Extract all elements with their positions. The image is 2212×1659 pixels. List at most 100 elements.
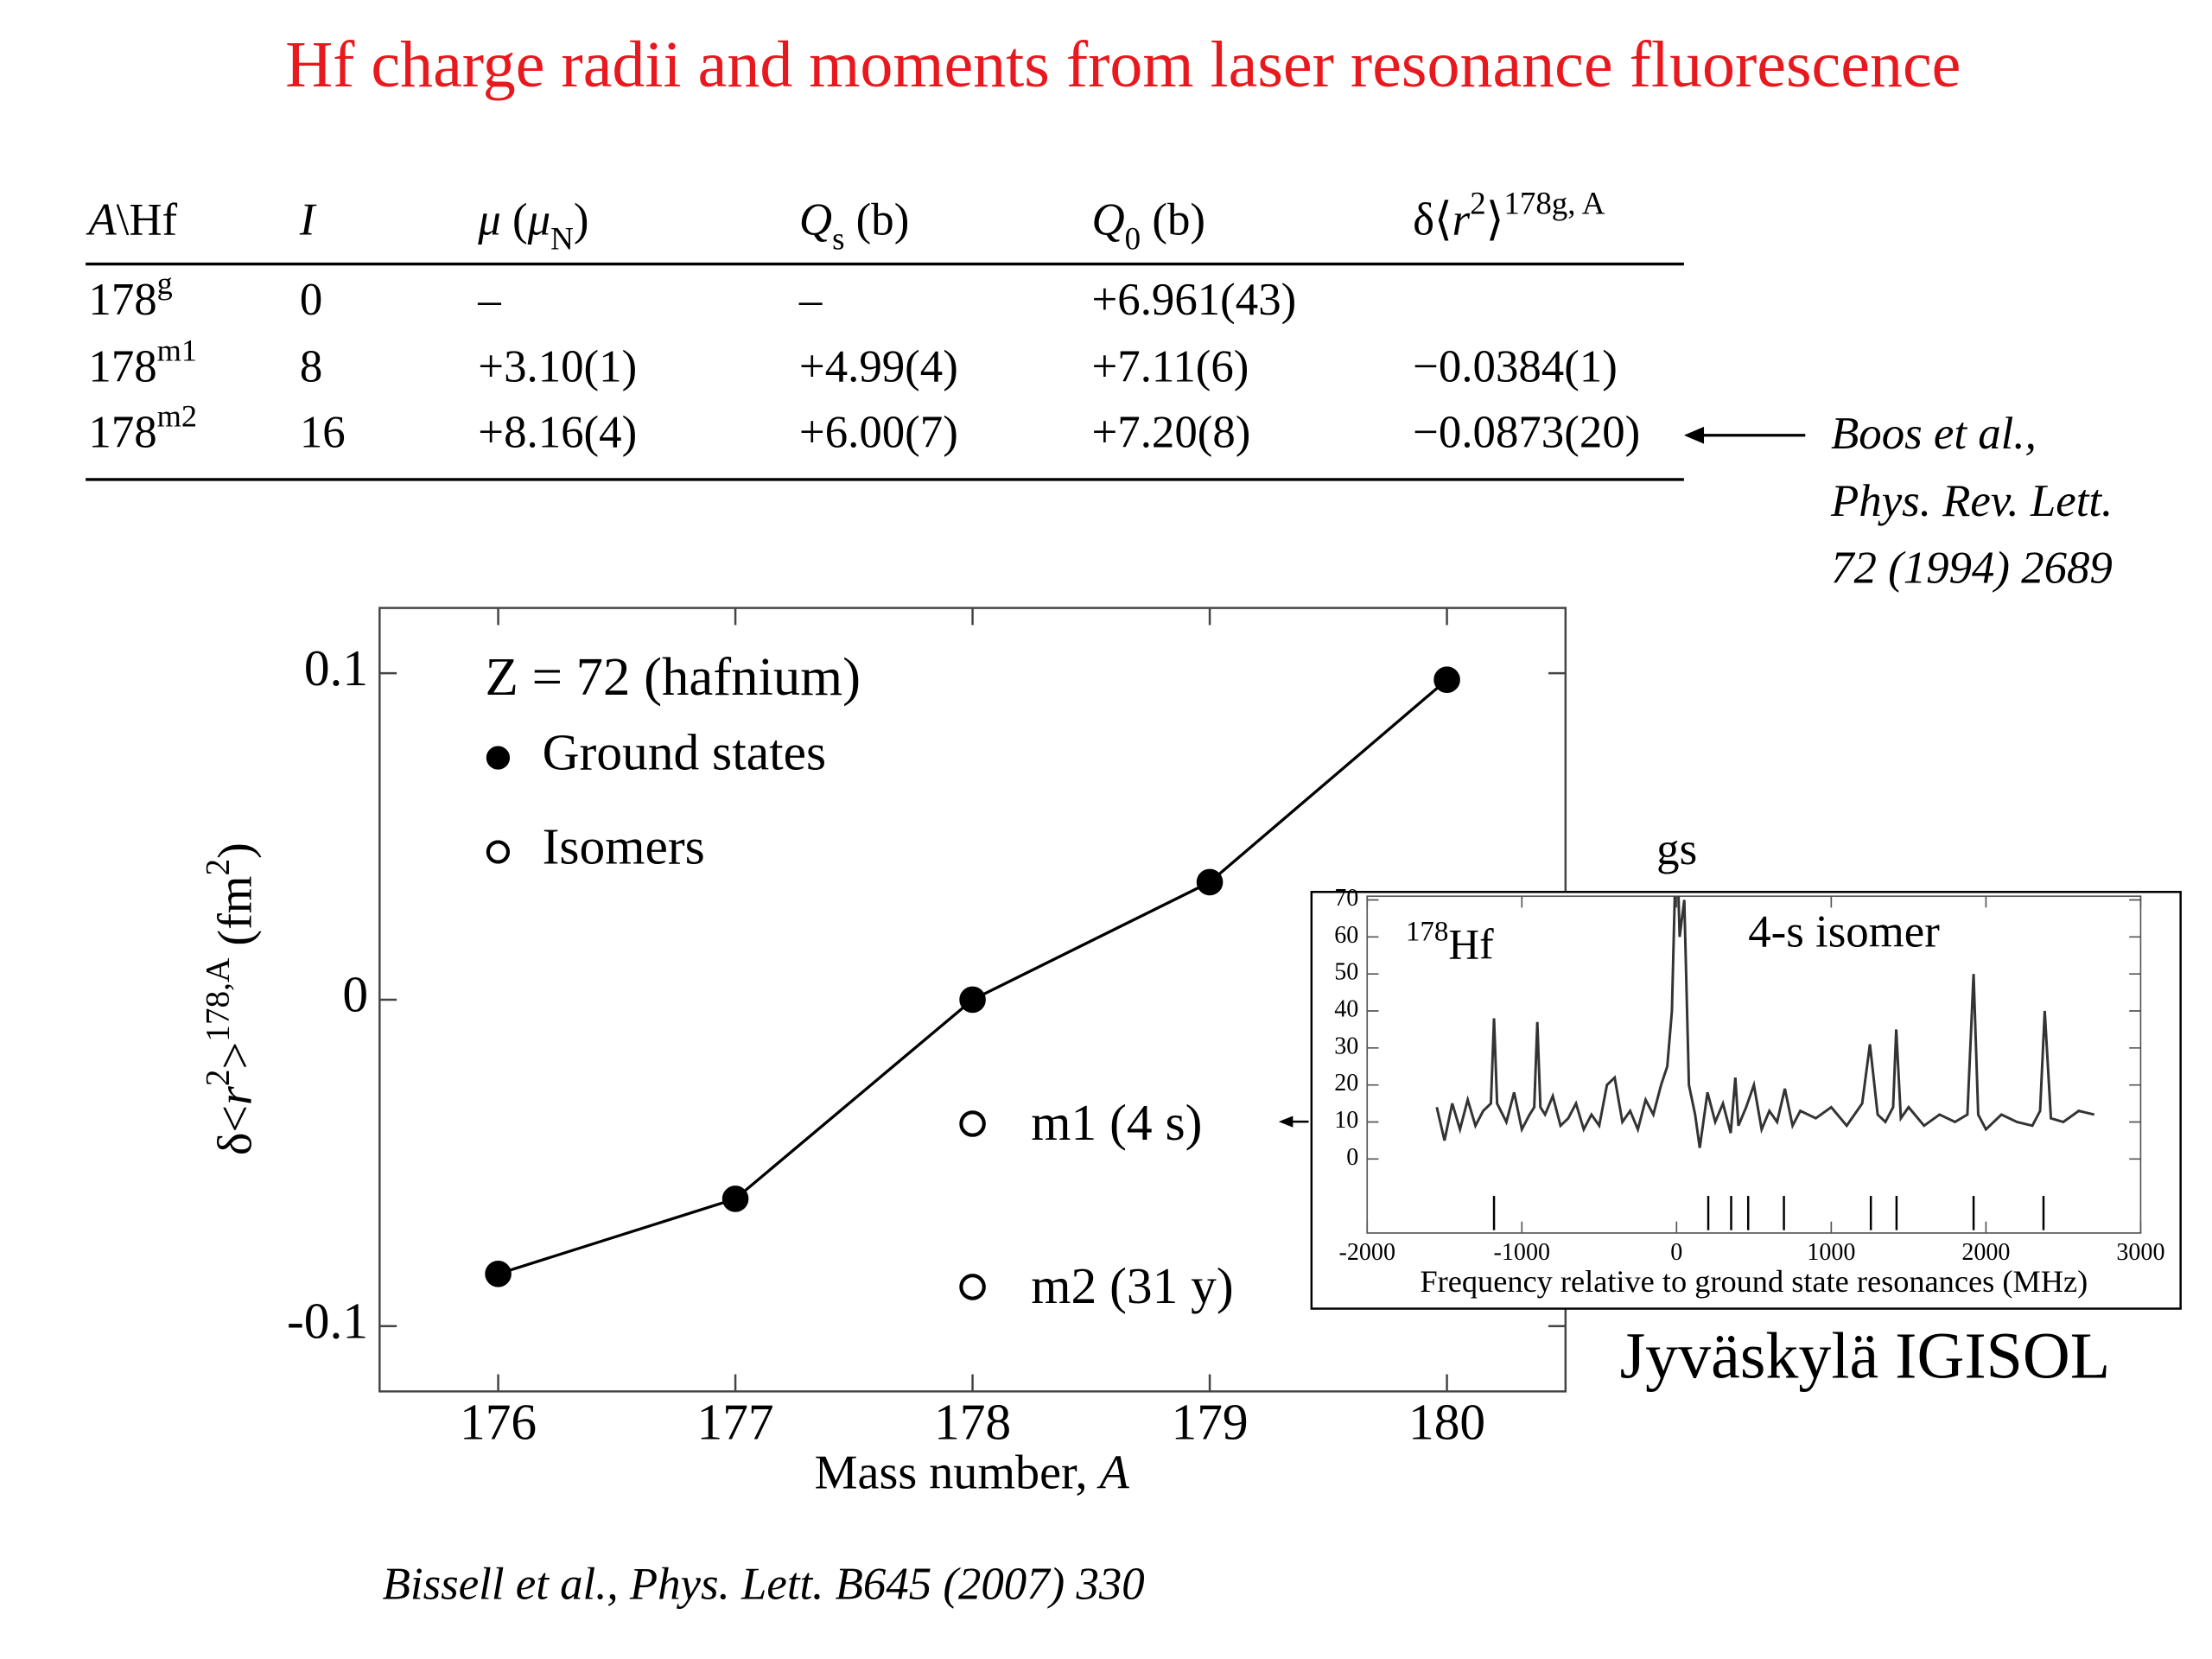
y-tick-label: 20 xyxy=(1334,1070,1358,1096)
x-tick-label: 178 xyxy=(934,1393,1011,1450)
table-cell: 16 xyxy=(300,408,346,458)
data-point xyxy=(486,746,511,770)
x-tick-label: 177 xyxy=(696,1393,773,1450)
y-tick-label: 0.1 xyxy=(304,639,368,696)
state: g xyxy=(157,266,173,301)
table-header-part: 178g, A xyxy=(1503,186,1605,221)
x-tick-label: 179 xyxy=(1171,1393,1248,1450)
data-point xyxy=(486,840,511,864)
table-header-part: A xyxy=(86,194,117,245)
data-point xyxy=(959,1274,986,1300)
table-header-part: (b) xyxy=(1141,194,1205,245)
table-header-part: Q xyxy=(1091,194,1124,245)
table-cell: −0.0384(1) xyxy=(1413,342,1618,392)
table-cell: 178m1 xyxy=(88,334,197,392)
arrow-head xyxy=(1683,426,1705,444)
x-tick-label: 180 xyxy=(1408,1393,1485,1450)
table-header-part: s xyxy=(832,221,844,257)
y-tick-label: 40 xyxy=(1334,995,1358,1022)
table-cell: −0.0873(20) xyxy=(1413,408,1640,458)
y-tick-label: 0 xyxy=(1346,1144,1358,1171)
annotation: m1 (4 s) xyxy=(1031,1094,1202,1151)
table-header: I xyxy=(299,194,317,245)
table-cell: +7.11(6) xyxy=(1091,342,1249,392)
table-header: A\Hf xyxy=(86,194,177,245)
data-point xyxy=(959,986,986,1014)
annotation: m2 (31 y) xyxy=(1031,1257,1233,1314)
arrow-head xyxy=(1278,1116,1294,1128)
table-cell: 178m2 xyxy=(88,399,197,458)
x-axis-label-part: Mass number, xyxy=(815,1446,1100,1499)
y-tick-label: 50 xyxy=(1334,959,1358,986)
data-point xyxy=(721,1185,749,1212)
x-axis-label: Mass number, A xyxy=(815,1446,1130,1499)
table-cell: +3.10(1) xyxy=(478,342,637,392)
table-header-part: ) xyxy=(574,194,589,245)
reference: Bissell et al., Phys. Lett. B645 (2007) … xyxy=(383,1559,1145,1609)
data-point xyxy=(959,1110,986,1137)
legend-label: Ground states xyxy=(543,724,827,781)
table-header-part: r xyxy=(1452,194,1471,245)
state: m2 xyxy=(157,399,197,434)
table-header-part: ⟩ xyxy=(1486,194,1504,245)
facility: Jyväskylä IGISOL xyxy=(1620,1320,2111,1393)
table-cell: – xyxy=(477,275,501,325)
table-header-part: I xyxy=(299,194,317,245)
data-point xyxy=(1196,868,1224,896)
peak-label: gs xyxy=(1656,824,1697,874)
legend-title: Z = 72 (hafnium) xyxy=(486,646,861,707)
legend-label: Isomers xyxy=(543,818,705,875)
table-header-part: μ xyxy=(527,194,551,245)
state: m1 xyxy=(157,334,197,368)
table-cell: +6.961(43) xyxy=(1091,275,1296,325)
x-axis-label: Frequency relative to ground state reson… xyxy=(1420,1264,2088,1299)
y-tick-label: 60 xyxy=(1334,922,1358,949)
y-axis-label-part: 2 xyxy=(198,859,236,876)
y-tick-label: 0 xyxy=(342,966,368,1023)
table-header: Q0 (b) xyxy=(1091,194,1205,257)
y-axis-label-part: r xyxy=(208,1085,262,1105)
x-tick-label: 3000 xyxy=(2116,1239,2164,1266)
y-axis-label-part: ) xyxy=(208,842,262,859)
table-header-part: μ xyxy=(477,194,501,245)
table-header-part: \Hf xyxy=(117,194,178,245)
mass-number: 178 xyxy=(88,342,156,392)
x-tick-label: 1000 xyxy=(1807,1239,1855,1266)
x-axis-label-part: A xyxy=(1096,1446,1130,1499)
table-cell: +6.00(7) xyxy=(799,408,958,458)
x-tick-label: -1000 xyxy=(1494,1239,1550,1266)
reference: Phys. Rev. Lett. xyxy=(1830,476,2113,526)
spectrum-line xyxy=(1435,896,2095,1148)
y-tick-label: -0.1 xyxy=(287,1292,368,1349)
reference: Boos et al., xyxy=(1831,409,2037,459)
table-header: Qs (b) xyxy=(799,194,909,257)
y-tick-label: 70 xyxy=(1334,885,1358,912)
table-header-part: δ⟨ xyxy=(1413,194,1452,245)
table-header-part: 0 xyxy=(1125,221,1141,257)
isotope-symbol: Hf xyxy=(1448,921,1494,969)
x-tick-label: 176 xyxy=(460,1393,537,1450)
isotope-mass: 178 xyxy=(1406,916,1449,947)
table-cell: 0 xyxy=(300,275,322,325)
inset-frame xyxy=(1366,895,2142,1234)
data-point xyxy=(1433,666,1460,693)
y-axis-label-part: δ< xyxy=(208,1105,262,1155)
slide-title: Hf charge radii and moments from laser r… xyxy=(285,29,1961,101)
y-axis-label-part: > xyxy=(208,1042,262,1070)
table-header: μ (μN) xyxy=(477,194,588,257)
spectrum xyxy=(1435,896,2095,1148)
table-cell: 178g xyxy=(88,266,172,325)
reference: 72 (1994) 2689 xyxy=(1831,543,2113,593)
table-header-part: Q xyxy=(799,194,832,245)
y-tick-label: 10 xyxy=(1334,1107,1358,1134)
y-axis-label-part: 178,A xyxy=(198,957,236,1042)
table-cell: 8 xyxy=(300,342,322,392)
table-header-part: 2 xyxy=(1470,186,1486,221)
table-header: δ⟨r2⟩178g, A xyxy=(1413,186,1605,245)
table-cell: +4.99(4) xyxy=(799,342,958,392)
y-axis-label: δ<r2>178,A (fm2) xyxy=(198,842,262,1155)
table-cell: – xyxy=(798,275,823,325)
inset-box xyxy=(1310,891,2182,1310)
